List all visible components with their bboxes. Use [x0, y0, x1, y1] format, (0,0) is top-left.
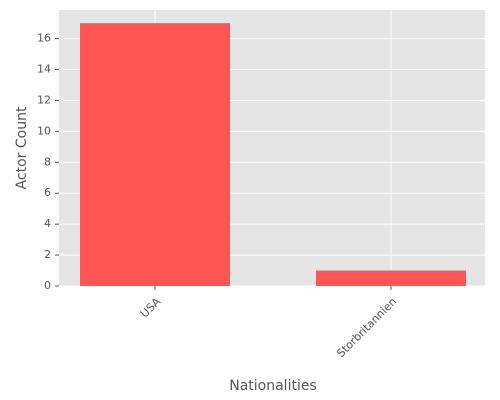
- bar: [316, 270, 466, 286]
- bar: [80, 23, 230, 287]
- y-tick-label: 14: [37, 63, 51, 76]
- y-tick-label: 8: [44, 155, 51, 168]
- y-axis-label: Actor Count: [14, 106, 30, 189]
- x-axis-label: Nationalities: [229, 378, 317, 394]
- x-tick-label: USA: [138, 295, 164, 321]
- y-tick-label: 4: [44, 217, 51, 230]
- y-tick-label: 16: [37, 32, 51, 45]
- y-tick-label: 12: [37, 93, 51, 106]
- y-tick-label: 6: [44, 186, 51, 199]
- y-tick-label: 2: [44, 248, 51, 261]
- y-tick-label: 10: [37, 124, 51, 137]
- y-tick-label: 0: [44, 279, 51, 292]
- x-tick-label: Storbritannien: [334, 295, 399, 360]
